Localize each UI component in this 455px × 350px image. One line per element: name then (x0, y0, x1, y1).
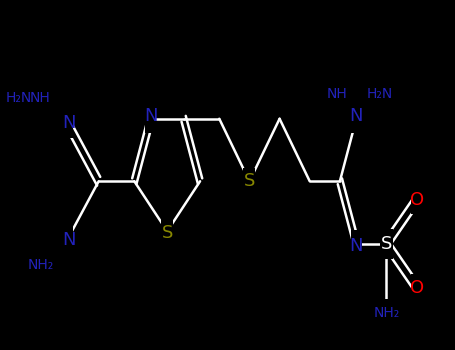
Text: S: S (244, 172, 255, 190)
Text: H₂N: H₂N (366, 87, 393, 101)
Text: N: N (62, 231, 75, 249)
FancyBboxPatch shape (64, 112, 73, 138)
FancyBboxPatch shape (377, 299, 396, 326)
FancyBboxPatch shape (64, 224, 73, 251)
FancyBboxPatch shape (161, 217, 173, 245)
Text: H₂N: H₂N (6, 91, 32, 105)
Text: NH: NH (30, 91, 51, 105)
FancyBboxPatch shape (411, 274, 422, 301)
FancyBboxPatch shape (243, 168, 255, 195)
Text: O: O (410, 191, 424, 209)
Text: N: N (349, 107, 363, 125)
Text: S: S (162, 224, 173, 241)
Text: N: N (62, 113, 75, 132)
Text: N: N (349, 237, 363, 255)
Text: NH₂: NH₂ (374, 306, 399, 320)
Text: N: N (144, 107, 157, 125)
FancyBboxPatch shape (351, 230, 362, 258)
Text: NH₂: NH₂ (28, 258, 54, 272)
Text: NH: NH (327, 87, 348, 101)
FancyBboxPatch shape (380, 229, 393, 259)
Text: O: O (410, 279, 424, 296)
Text: S: S (381, 235, 392, 253)
FancyBboxPatch shape (411, 186, 422, 214)
FancyBboxPatch shape (351, 105, 362, 133)
FancyBboxPatch shape (145, 105, 156, 133)
